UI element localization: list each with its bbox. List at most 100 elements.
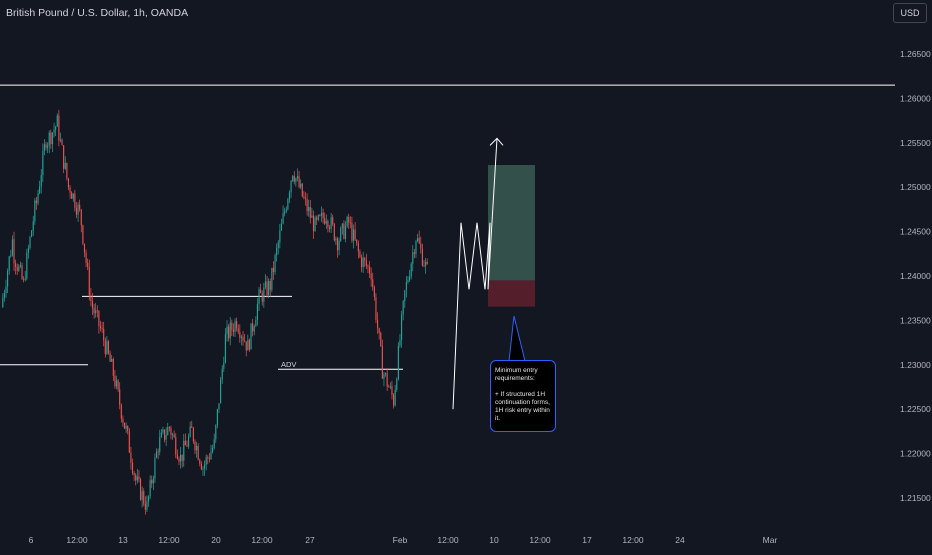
candle-body xyxy=(99,326,102,329)
candle-body xyxy=(399,339,401,346)
candle-body xyxy=(309,207,311,218)
candle-body xyxy=(152,478,154,484)
candle-body xyxy=(330,217,332,229)
candle-body xyxy=(48,132,50,146)
candle-body xyxy=(117,380,119,390)
candle-body xyxy=(384,373,387,375)
position-tool[interactable] xyxy=(488,165,535,307)
candle-body xyxy=(356,239,358,244)
candle-body xyxy=(352,229,355,241)
candle-body xyxy=(260,289,262,294)
x-tick-label: 13 xyxy=(118,535,128,545)
candle-body xyxy=(7,270,9,287)
candle-body xyxy=(199,459,201,464)
candle-body xyxy=(154,457,156,479)
candle-body xyxy=(151,480,153,484)
candle-body xyxy=(10,255,12,257)
candle-body xyxy=(96,310,98,312)
candle-body xyxy=(425,261,427,267)
candle-body xyxy=(306,198,308,211)
candle-body xyxy=(316,217,318,220)
candle-body xyxy=(247,339,249,351)
candle-body xyxy=(415,240,417,254)
candle-body xyxy=(141,491,143,500)
y-tick-label: 1.23500 xyxy=(900,315,931,325)
candle-body xyxy=(393,395,395,406)
y-tick-label: 1.24500 xyxy=(900,227,931,237)
y-tick-label: 1.25500 xyxy=(900,138,931,148)
candle-body xyxy=(248,339,250,350)
candle-body xyxy=(346,217,348,227)
candle-body xyxy=(123,422,126,429)
candle-body xyxy=(122,418,124,423)
candle-body xyxy=(149,480,151,497)
candle-body xyxy=(95,310,97,314)
candle-body xyxy=(180,454,182,462)
candle-body xyxy=(112,358,114,376)
candle-body xyxy=(162,429,164,433)
candle-body xyxy=(111,358,113,362)
candle-body xyxy=(231,322,233,330)
horizontal-lines[interactable] xyxy=(0,84,895,370)
candle-body xyxy=(421,248,423,266)
candle-body xyxy=(83,243,86,253)
candle-body xyxy=(72,193,74,199)
candle-body xyxy=(412,252,414,264)
candle-body xyxy=(8,256,10,271)
candle-body xyxy=(173,434,175,438)
candle-body xyxy=(204,464,206,469)
candle-body xyxy=(39,186,41,194)
candle-body xyxy=(19,265,21,267)
candle-body xyxy=(351,222,353,241)
candle-body xyxy=(404,290,406,301)
candle-body xyxy=(109,353,111,362)
candles xyxy=(2,109,428,515)
note-pointer xyxy=(508,315,526,362)
stop-zone xyxy=(488,280,535,307)
candle-body xyxy=(98,310,100,327)
candle-body xyxy=(202,468,204,470)
candle-body xyxy=(423,265,425,267)
candle-body xyxy=(357,243,359,252)
candle-body xyxy=(391,386,393,396)
candle-body xyxy=(101,328,103,330)
y-tick-label: 1.22500 xyxy=(900,404,931,414)
candle-body xyxy=(290,180,292,193)
candle-body xyxy=(85,252,87,263)
x-tick-label: 10 xyxy=(489,535,499,545)
y-axis[interactable]: 1.26500 1.26000 1.25500 1.25000 1.24500 1.240… xyxy=(900,49,931,503)
candle-body xyxy=(338,240,340,251)
candle-body xyxy=(66,162,68,179)
candle-body xyxy=(280,223,283,231)
candle-body xyxy=(24,278,26,280)
y-tick-label: 1.25000 xyxy=(900,182,931,192)
candle-body xyxy=(104,340,106,354)
candle-body xyxy=(165,435,167,440)
x-tick-label: 24 xyxy=(675,535,685,545)
x-tick-label: 27 xyxy=(305,535,315,545)
entry-note[interactable]: Minimum entry requirements: + If structu… xyxy=(490,360,556,432)
x-axis[interactable]: 6 12:00 13 12:00 20 12:00 27 Feb 12:00 10 12:00 17 1… xyxy=(29,535,778,545)
candle-body xyxy=(409,276,411,281)
symbol-title[interactable]: British Pound / U.S. Dollar, 1h, OANDA xyxy=(6,7,189,19)
candle-body xyxy=(205,457,207,465)
candle-body xyxy=(383,374,385,379)
candle-body xyxy=(11,239,13,256)
profit-zone xyxy=(488,165,535,281)
candle-body xyxy=(328,227,331,229)
candle-body xyxy=(29,236,31,248)
candle-body xyxy=(410,263,412,277)
candle-body xyxy=(176,454,178,459)
candle-body xyxy=(285,209,287,212)
candle-body xyxy=(26,252,28,279)
candle-body xyxy=(184,440,186,446)
candle-body xyxy=(256,303,259,321)
currency-button[interactable]: USD xyxy=(893,3,927,23)
candle-body xyxy=(296,176,299,179)
candle-body xyxy=(200,463,202,470)
candle-body xyxy=(301,183,303,197)
candle-body xyxy=(288,192,291,200)
candle-body xyxy=(362,257,364,268)
